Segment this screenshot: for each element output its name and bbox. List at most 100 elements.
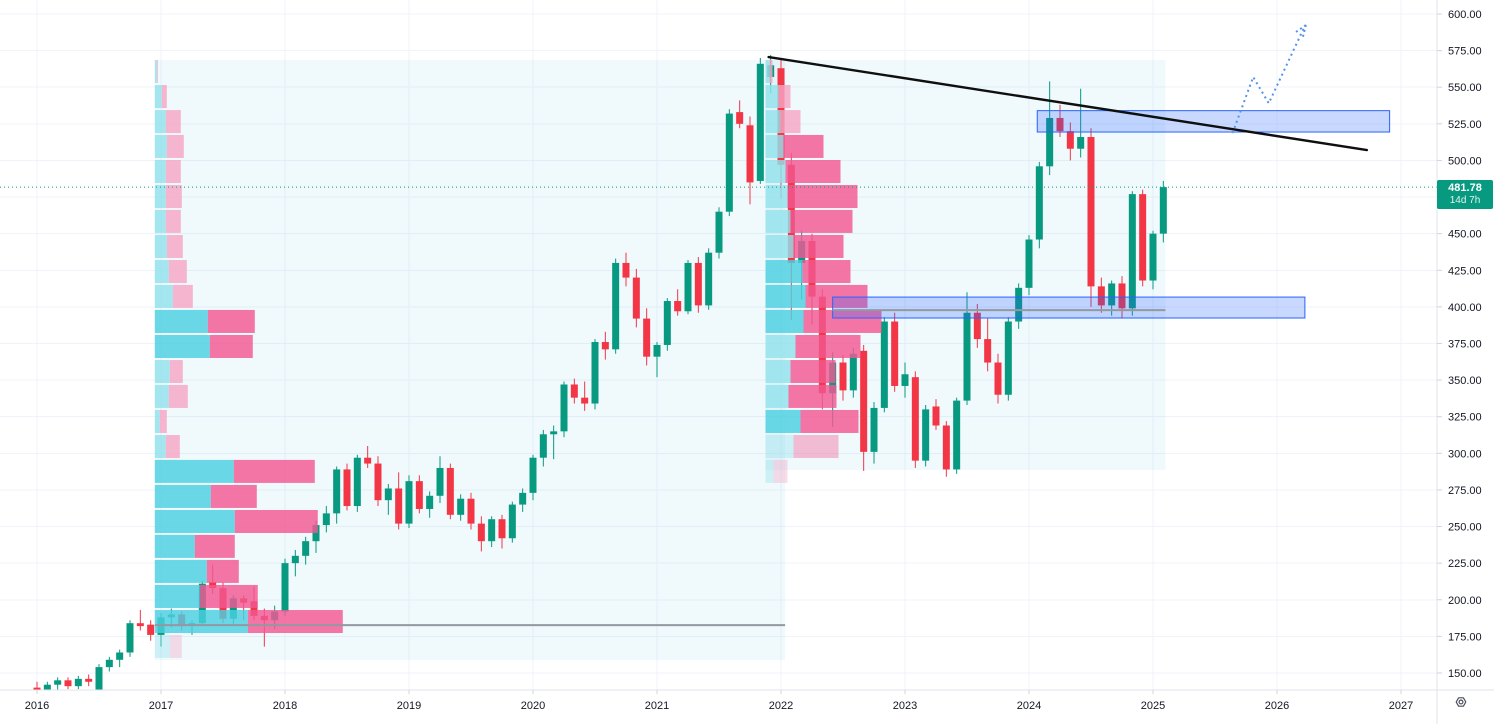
- profile-sell-bar: [805, 284, 868, 308]
- candle-body: [1004, 321, 1012, 395]
- projection-arrow[interactable]: [1231, 24, 1307, 134]
- profile-sell-bar: [159, 409, 167, 433]
- profile-buy-bar: [765, 260, 803, 284]
- profile-buy-bar: [154, 134, 167, 158]
- price-axis-label: 325.00: [1448, 412, 1482, 424]
- candle-body: [870, 407, 878, 452]
- candle: [64, 677, 72, 690]
- candle: [498, 514, 506, 549]
- profile-buy-bar: [765, 85, 779, 109]
- profile-buy-bar: [154, 59, 157, 83]
- candle: [539, 429, 547, 467]
- candle: [529, 454, 537, 501]
- profile-buy-bar: [154, 584, 200, 608]
- profile-buy-bar: [765, 384, 789, 408]
- profile-buy-bar: [765, 185, 788, 209]
- candle-body: [322, 513, 330, 526]
- candle: [653, 342, 661, 378]
- profile-sell-bar: [209, 334, 253, 358]
- profile-buy-bar: [154, 559, 207, 583]
- candle: [426, 491, 434, 518]
- poc-lines: [154, 309, 1166, 627]
- candle-body: [674, 301, 682, 312]
- candle: [446, 463, 454, 520]
- candle: [384, 484, 392, 515]
- candle: [488, 516, 496, 548]
- time-axis-label: 2025: [1141, 700, 1165, 712]
- candle: [880, 317, 888, 413]
- support-zone-400[interactable]: [832, 296, 1306, 319]
- descending-trendline[interactable]: [767, 55, 1369, 152]
- candle: [1025, 235, 1033, 296]
- price-axis-label: 350.00: [1448, 375, 1482, 387]
- time-axis-label: 2020: [521, 700, 545, 712]
- candle-body: [488, 519, 496, 542]
- candle: [126, 620, 134, 657]
- profile-sell-bar: [168, 384, 188, 408]
- candle: [632, 268, 640, 328]
- candle: [364, 445, 372, 468]
- candle: [415, 475, 423, 514]
- candle: [756, 57, 764, 184]
- candle: [901, 362, 909, 398]
- price-scale-settings-button[interactable]: [1450, 691, 1472, 713]
- candle-body: [1159, 187, 1167, 234]
- candle-body: [581, 397, 589, 404]
- candle-body: [74, 678, 82, 687]
- candle-body: [85, 678, 93, 682]
- profile-buy-bar: [765, 284, 806, 308]
- candle-body: [901, 374, 909, 386]
- candle: [953, 397, 961, 474]
- candle-body: [333, 469, 341, 514]
- time-axis-label: 2021: [645, 700, 669, 712]
- candle-body: [519, 492, 527, 505]
- candle: [581, 381, 589, 411]
- price-axis-label: 400.00: [1448, 302, 1482, 314]
- profile-sell-bar: [787, 185, 858, 209]
- candle-body: [860, 350, 868, 452]
- price-axis-label: 175.00: [1448, 631, 1482, 643]
- drawing-zones: [832, 110, 1391, 319]
- profile-sell-bar: [165, 160, 181, 184]
- time-axis-label: 2018: [273, 700, 297, 712]
- profile-sell-bar: [156, 59, 158, 83]
- candle-body: [1149, 233, 1157, 281]
- candle: [302, 536, 310, 565]
- price-axis-label: 425.00: [1448, 265, 1482, 277]
- time-axis[interactable]: [0, 690, 1494, 724]
- profile-buy-bar: [154, 360, 170, 384]
- candle: [911, 371, 919, 468]
- candle: [136, 610, 144, 631]
- profile-buy-bar: [154, 435, 166, 459]
- price-axis[interactable]: [1437, 0, 1494, 724]
- candle-body: [95, 667, 103, 697]
- price-axis-label: 150.00: [1448, 668, 1482, 680]
- profile-sell-bar: [769, 59, 773, 83]
- candle-body: [302, 541, 310, 556]
- profile-buy-bar: [765, 209, 791, 233]
- candle: [705, 248, 713, 310]
- price-axis-label: 500.00: [1448, 155, 1482, 167]
- price-axis-label: 525.00: [1448, 119, 1482, 131]
- profile-sell-bar: [234, 509, 318, 533]
- candle: [374, 456, 382, 507]
- candle: [1149, 230, 1157, 290]
- candle: [601, 331, 609, 360]
- candle-body: [1035, 166, 1043, 240]
- candle-body: [126, 623, 134, 653]
- candle: [694, 257, 702, 313]
- candle: [891, 312, 899, 392]
- time-axis-label: 2017: [149, 700, 173, 712]
- candle: [508, 501, 516, 543]
- price-axis-label: 375.00: [1448, 338, 1482, 350]
- supply-zone-upper[interactable]: [1036, 110, 1391, 133]
- profile-buy-bar: [765, 409, 801, 433]
- candle: [147, 620, 155, 641]
- profile-sell-bar: [165, 209, 181, 233]
- profile-sell-bar: [165, 185, 182, 209]
- profile-buy-bar: [154, 409, 160, 433]
- candle: [560, 381, 568, 438]
- profile-buy-bar: [154, 110, 166, 134]
- candle-body: [312, 525, 320, 542]
